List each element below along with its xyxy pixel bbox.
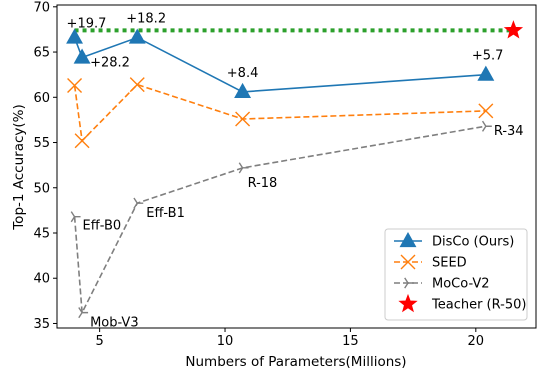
legend-entry-label: Teacher (R-50): [431, 298, 526, 313]
legend-entry-label: DisCo (Ours): [432, 235, 514, 250]
ticks-layer: 5 10 15 20 35 40 45 50 55 60 65 70: [33, 0, 484, 349]
data-point-marker: [129, 77, 145, 93]
data-point-marker: [70, 211, 81, 223]
data-point-marker: [238, 162, 249, 174]
x-axis-label: Numbers of Parameters(Millions): [185, 354, 406, 370]
data-point-marker: [235, 111, 251, 127]
y-tick-label: 50: [33, 181, 50, 196]
data-point-marker: [74, 133, 90, 149]
x-tick-label: 15: [342, 334, 359, 349]
data-label: R-34: [494, 124, 524, 139]
data-label: Eff-B1: [146, 206, 185, 221]
y-tick-label: 70: [33, 0, 50, 15]
data-label: +18.2: [126, 12, 166, 27]
plot-frame: [56, 4, 537, 329]
data-label: +28.2: [90, 55, 130, 70]
data-point-marker: [503, 20, 524, 39]
y-tick-label: 55: [33, 136, 50, 151]
legend-marker: [404, 277, 414, 289]
data-point-marker: [78, 307, 89, 319]
data-point-marker: [128, 28, 146, 44]
data-label: +5.7: [472, 49, 504, 64]
data-point-marker: [133, 197, 144, 209]
legend-box: [384, 228, 528, 321]
x-tick-label: 20: [468, 334, 485, 349]
y-tick-label: 35: [33, 317, 50, 332]
data-label: +8.4: [227, 66, 259, 81]
legend-marker: [398, 293, 418, 313]
data-label: +19.7: [67, 17, 107, 32]
data-point-marker: [477, 65, 495, 81]
plot-layer: +19.7 +28.2 +18.2 +8.4 +5.7 Eff-B0 Mob-V3 Eff-B…: [66, 12, 524, 331]
y-tick-label: 60: [33, 91, 50, 106]
legend-marker: [399, 231, 417, 248]
y-tick-label: 45: [33, 227, 50, 242]
data-point-marker: [234, 82, 252, 98]
y-tick-label: 65: [33, 46, 50, 61]
x-tick-label: 5: [95, 334, 103, 349]
data-label: R-18: [248, 176, 278, 191]
series-line-1: [73, 83, 486, 143]
data-label: Mob-V3: [90, 316, 139, 331]
legend-entry-label: SEED: [432, 256, 467, 271]
data-point-marker: [67, 78, 83, 94]
data-point-marker: [478, 103, 494, 119]
legend-entry-label: MoCo-V2: [432, 277, 490, 292]
data-label: Eff-B0: [83, 219, 122, 234]
y-tick-label: 40: [33, 272, 50, 287]
y-axis-label: Top-1 Accuracy(%): [11, 104, 27, 231]
data-point-marker: [73, 48, 91, 64]
data-point-marker: [66, 28, 84, 44]
x-tick-label: 10: [217, 334, 234, 349]
data-point-marker: [481, 120, 492, 132]
legend: DisCo (Ours) SEED MoCo-V2 Teacher (R-50): [384, 228, 528, 321]
legend-marker: [400, 254, 416, 270]
